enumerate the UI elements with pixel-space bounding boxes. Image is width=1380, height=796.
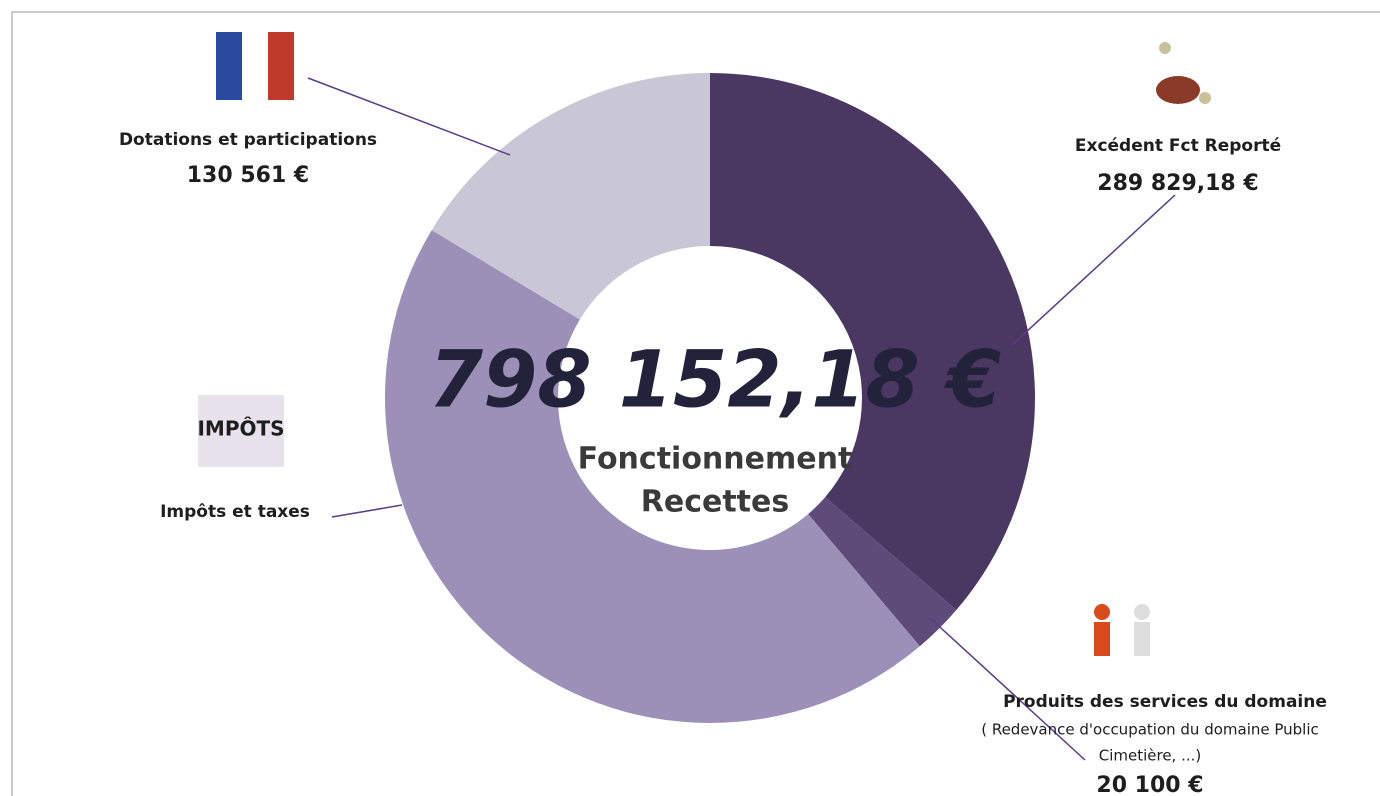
category-label: Dotations et participations [119, 130, 377, 150]
slice [385, 230, 920, 723]
leader-line [307, 77, 511, 156]
annotation: ( Redevance d'occupation du domaine Publ… [981, 721, 1319, 739]
total-label: 798 152,18 € [429, 335, 1001, 425]
donut [385, 73, 1035, 723]
frame [11, 11, 1380, 796]
value-label: 289 829,18 € [1097, 171, 1258, 196]
slice [808, 497, 957, 647]
category-label: Impôts et taxes [160, 502, 310, 522]
center-label: Recettes [641, 485, 789, 520]
value-label: 130 561 € [187, 163, 309, 188]
slice [710, 73, 1035, 611]
leader-line [1011, 194, 1176, 346]
slice [431, 73, 710, 320]
category-label: Excédent Fct Reporté [1075, 136, 1281, 156]
category-label: Produits des services du domaine [1003, 692, 1327, 712]
leader-line [331, 504, 403, 518]
annotation: Cimetière, ...) [1099, 747, 1202, 765]
value-label: 20 100 € [1096, 773, 1203, 796]
center-label: Fonctionnement [578, 442, 853, 477]
impots-icon: IMPÔTS [197, 395, 285, 467]
handshake-icon [1094, 604, 1150, 656]
svg-text:IMPÔTS: IMPÔTS [197, 417, 284, 441]
purse-icon [1156, 42, 1211, 104]
marianne-icon [216, 32, 294, 100]
leader-line [929, 617, 1086, 761]
